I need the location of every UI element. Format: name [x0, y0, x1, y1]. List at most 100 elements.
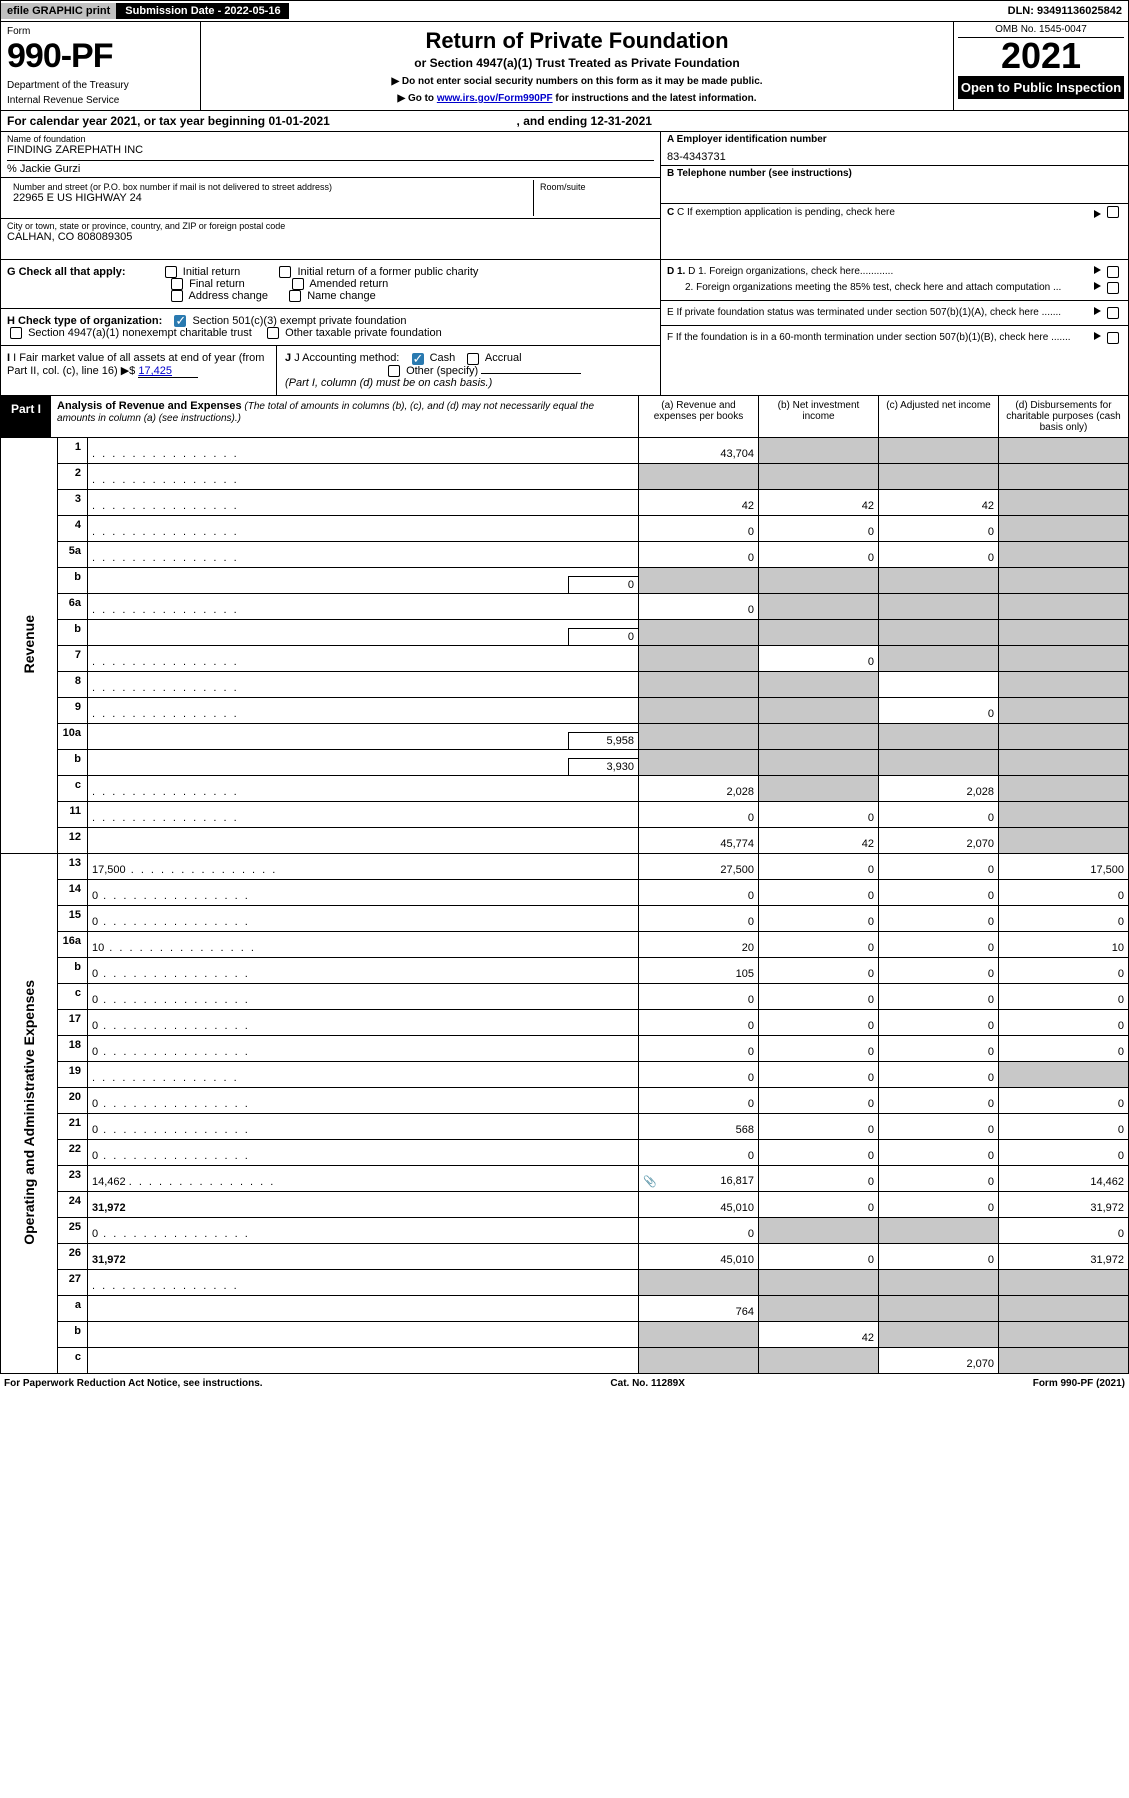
cell-r17-d: 0: [999, 1010, 1129, 1036]
cell-r18-c: 0: [879, 1036, 999, 1062]
attachment-icon[interactable]: 📎: [643, 1175, 657, 1188]
form-word: Form: [7, 26, 194, 37]
address-row: Number and street (or P.O. box number if…: [1, 178, 660, 219]
line-desc: [88, 464, 639, 490]
cell-r21-c: 0: [879, 1114, 999, 1140]
cell-r27c-c: 2,070: [879, 1348, 999, 1374]
calendar-year-row: For calendar year 2021, or tax year begi…: [0, 111, 1129, 132]
row-r4: 4000: [1, 516, 1129, 542]
chk-501c3[interactable]: [174, 315, 186, 327]
part1-title: Analysis of Revenue and Expenses: [57, 400, 242, 412]
chk-initial[interactable]: [165, 266, 177, 278]
city-value: CALHAN, CO 808089305: [7, 231, 654, 243]
row-r5a: 5a000: [1, 542, 1129, 568]
cell-r11-a: 0: [639, 802, 759, 828]
part1-label: Part I: [1, 396, 51, 437]
checkbox-c[interactable]: [1107, 206, 1119, 218]
chk-amended[interactable]: [292, 278, 304, 290]
line-desc: [88, 594, 639, 620]
cell-r13-a: 27,500: [639, 854, 759, 880]
part1-grid: Revenue143,7042342424240005a000b06a0b070…: [0, 438, 1129, 1375]
cell-r10c-c: 2,028: [879, 776, 999, 802]
cell-r10c-b: [759, 776, 879, 802]
line-desc: 14,462: [88, 1166, 639, 1192]
cell-r16c-d: 0: [999, 984, 1129, 1010]
chk-cash[interactable]: [412, 353, 424, 365]
row-r24: 2431,97245,0100031,972: [1, 1192, 1129, 1218]
cell-r11-d: [999, 802, 1129, 828]
j-cash: Cash: [430, 352, 456, 364]
cell-r9-b: [759, 698, 879, 724]
chk-d1[interactable]: [1107, 266, 1119, 278]
chk-other-tax[interactable]: [267, 327, 279, 339]
cal-end: 12-31-2021: [591, 114, 652, 128]
row-r14: 1400000: [1, 880, 1129, 906]
line-number: 5a: [58, 542, 88, 568]
cell-r25-c: [879, 1218, 999, 1244]
cell-r5a-d: [999, 542, 1129, 568]
cell-r8-c: [879, 672, 999, 698]
cell-r22-a: 0: [639, 1140, 759, 1166]
c-label: C If exemption application is pending, c…: [677, 207, 895, 218]
chk-addrchg[interactable]: [171, 290, 183, 302]
part1-desc: Analysis of Revenue and Expenses (The to…: [51, 396, 638, 437]
cell-r6b-b: [759, 620, 879, 646]
form-url-link[interactable]: www.irs.gov/Form990PF: [437, 93, 553, 104]
j-label: J Accounting method:: [294, 352, 399, 364]
chk-e[interactable]: [1107, 307, 1119, 319]
line-number: 7: [58, 646, 88, 672]
cell-r8-a: [639, 672, 759, 698]
line-number: 24: [58, 1192, 88, 1218]
line-desc: 31,972: [88, 1244, 639, 1270]
line-number: 8: [58, 672, 88, 698]
cell-r22-c: 0: [879, 1140, 999, 1166]
chk-f[interactable]: [1107, 332, 1119, 344]
cell-r17-b: 0: [759, 1010, 879, 1036]
cell-r5b-c: [879, 568, 999, 594]
line-desc: 0: [88, 1036, 639, 1062]
line-number: 21: [58, 1114, 88, 1140]
g-label: G Check all that apply:: [7, 266, 126, 278]
line-desc: 17,500: [88, 854, 639, 880]
cell-r21-a: 568: [639, 1114, 759, 1140]
cell-r21-d: 0: [999, 1114, 1129, 1140]
cell-r16b-d: 0: [999, 958, 1129, 984]
opt-initial-public: Initial return of a former public charit…: [297, 266, 478, 278]
line-number: 6a: [58, 594, 88, 620]
cell-r20-c: 0: [879, 1088, 999, 1114]
chk-accrual[interactable]: [467, 353, 479, 365]
cell-r2-b: [759, 464, 879, 490]
row-r22: 2200000: [1, 1140, 1129, 1166]
line-number: 25: [58, 1218, 88, 1244]
chk-namechg[interactable]: [289, 290, 301, 302]
chk-final[interactable]: [171, 278, 183, 290]
col-c-header: (c) Adjusted net income: [878, 396, 998, 437]
cell-r22-b: 0: [759, 1140, 879, 1166]
open-inspection: Open to Public Inspection: [958, 76, 1124, 99]
cell-r9-a: [639, 698, 759, 724]
cell-r27a-d: [999, 1296, 1129, 1322]
id-left: Name of foundation FINDING ZAREPHATH INC…: [1, 132, 661, 259]
cell-r18-a: 0: [639, 1036, 759, 1062]
cell-r27b-c: [879, 1322, 999, 1348]
i-value[interactable]: 17,425: [138, 365, 198, 378]
cell-r7-b: 0: [759, 646, 879, 672]
f-text: F If the foundation is in a 60-month ter…: [667, 332, 1071, 343]
part1-header: Part I Analysis of Revenue and Expenses …: [0, 396, 1129, 438]
room-label: Room/suite: [534, 180, 654, 216]
h-label: H Check type of organization:: [7, 315, 162, 327]
cell-r6b-c: [879, 620, 999, 646]
cell-r3-b: 42: [759, 490, 879, 516]
addr-label: Number and street (or P.O. box number if…: [13, 182, 527, 192]
cell-r25-d: 0: [999, 1218, 1129, 1244]
cell-r7-d: [999, 646, 1129, 672]
chk-4947[interactable]: [10, 327, 22, 339]
cell-r10c-d: [999, 776, 1129, 802]
row-r27b: b42: [1, 1322, 1129, 1348]
chk-initial-public[interactable]: [279, 266, 291, 278]
line-desc: 0: [88, 620, 639, 646]
chk-jother[interactable]: [388, 365, 400, 377]
cell-r18-b: 0: [759, 1036, 879, 1062]
opt-amended: Amended return: [309, 278, 388, 290]
chk-d2[interactable]: [1107, 282, 1119, 294]
